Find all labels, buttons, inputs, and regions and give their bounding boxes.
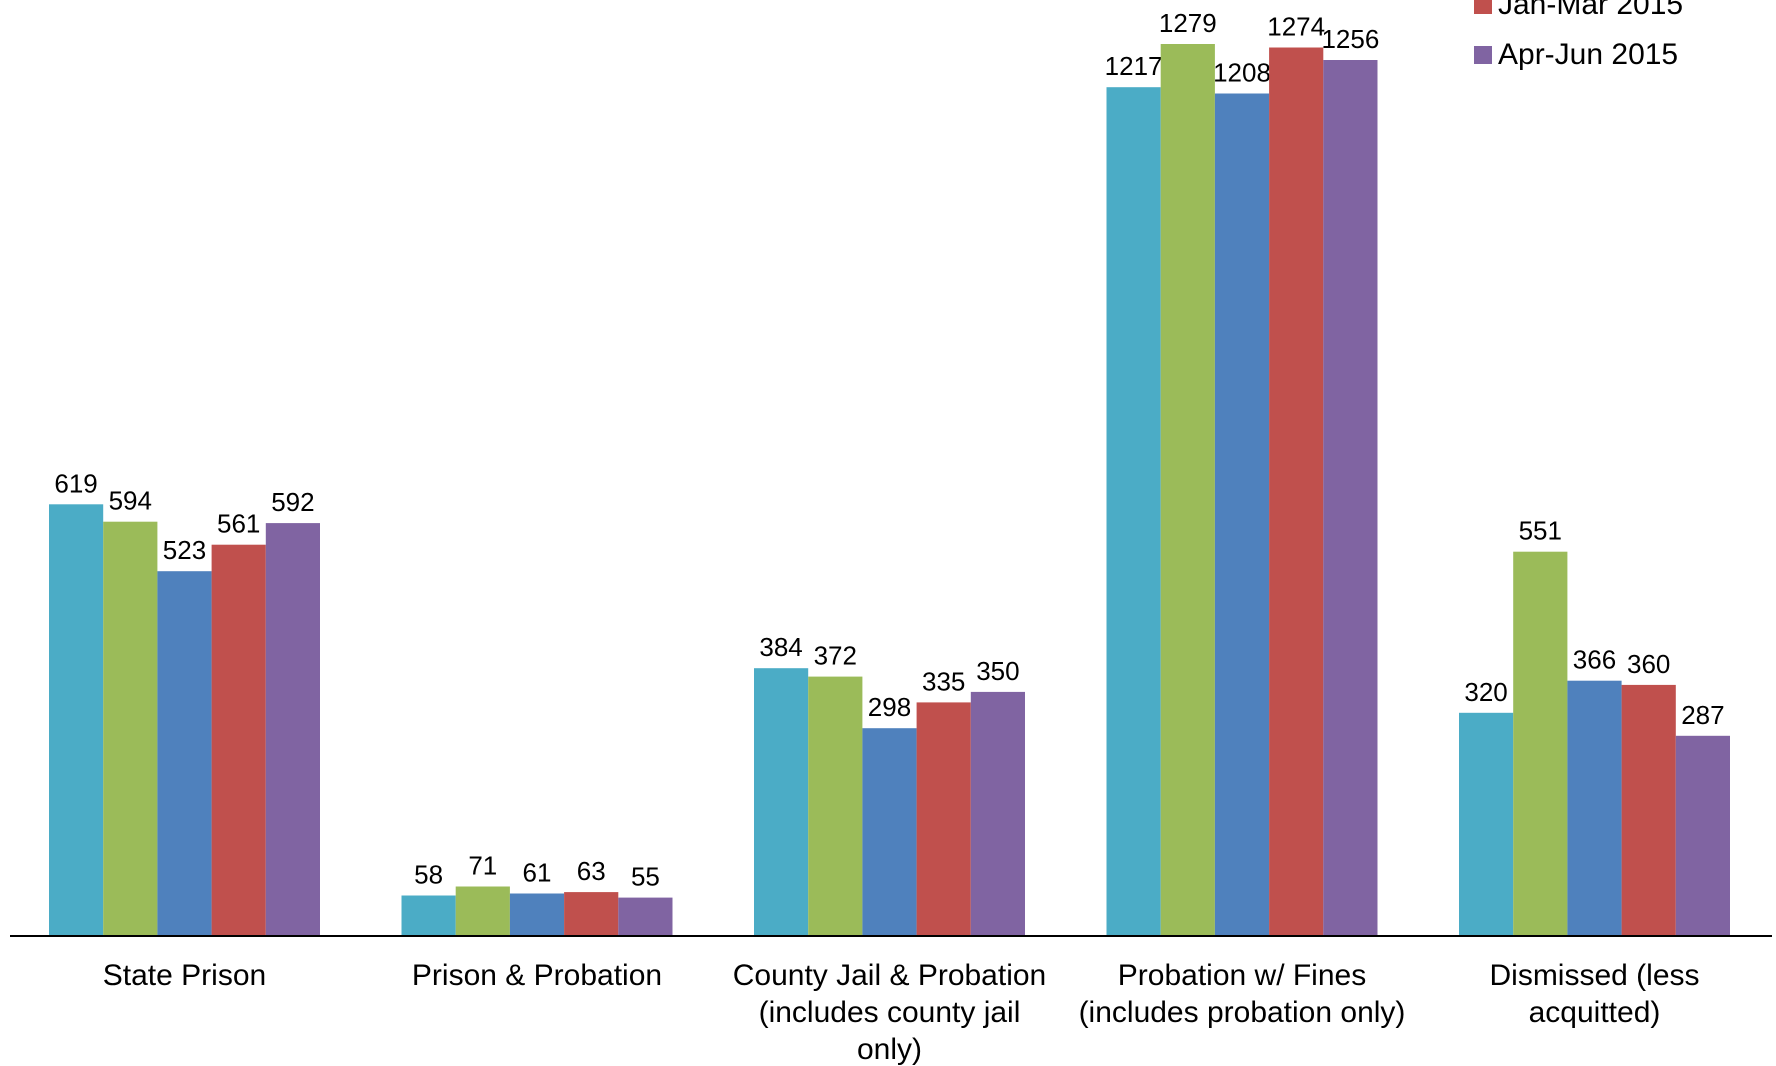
bar-s4-c2 [970, 691, 1025, 936]
data-label-s1-c1: 71 [468, 851, 497, 881]
bar-s2-c4 [1567, 680, 1622, 936]
bar-s2-c3 [1214, 93, 1270, 936]
data-label-s4-c3: 1256 [1321, 24, 1379, 54]
data-label-s3-c1: 63 [577, 856, 606, 886]
bar-s0-c2 [754, 668, 809, 936]
data-label-s2-c2: 298 [868, 692, 911, 722]
data-label-s1-c2: 372 [814, 641, 857, 671]
data-label-s2-c0: 523 [163, 535, 206, 565]
category-label-0: State Prison [103, 959, 266, 992]
data-label-s3-c4: 360 [1627, 649, 1670, 679]
data-label-s1-c0: 594 [109, 486, 152, 516]
data-label-s4-c4: 287 [1681, 700, 1724, 730]
bar-s1-c4 [1513, 551, 1568, 936]
data-label-s0-c0: 619 [54, 468, 97, 498]
data-label-s3-c3: 1274 [1267, 12, 1325, 42]
legend-swatch-0 [1474, 0, 1492, 14]
data-label-s1-c4: 551 [1519, 516, 1562, 546]
data-label-s4-c0: 592 [271, 487, 314, 517]
category-label-1: Prison & Probation [412, 959, 662, 992]
data-label-s3-c2: 335 [922, 666, 965, 696]
data-label-s4-c1: 55 [631, 862, 660, 892]
bar-s3-c0 [211, 544, 266, 936]
legend-swatch-1 [1474, 46, 1492, 64]
category-label-3: Probation w/ Fines (includes probation on… [1079, 959, 1406, 1029]
data-label-s0-c1: 58 [414, 860, 443, 890]
bar-s0-c1 [401, 895, 456, 936]
data-label-s3-c0: 561 [217, 509, 260, 539]
bar-s1-c0 [103, 521, 158, 936]
category-label-2: County Jail & Probation (includes county … [733, 959, 1047, 1066]
bar-s3-c3 [1269, 47, 1324, 936]
bar-s1-c2 [808, 676, 863, 936]
bar-s2-c0 [157, 571, 212, 936]
bar-s0-c4 [1459, 712, 1514, 936]
bar-s0-c3 [1106, 87, 1161, 936]
data-label-s4-c2: 350 [976, 656, 1019, 686]
bar-s3-c1 [564, 892, 619, 936]
bar-s3-c4 [1621, 684, 1676, 936]
legend-label-0: Jan-Mar 2015 [1498, 0, 1683, 21]
data-label-s2-c1: 61 [523, 858, 552, 888]
bar-s4-c1 [618, 897, 673, 936]
legend-label-1: Apr-Jun 2015 [1498, 38, 1678, 71]
data-label-s2-c3: 1208 [1213, 58, 1271, 88]
data-label-s1-c3: 1279 [1159, 8, 1217, 38]
data-label-s0-c2: 384 [759, 632, 802, 662]
data-label-s0-c3: 1217 [1105, 51, 1163, 81]
bar-s4-c4 [1675, 735, 1730, 936]
bar-s2-c2 [862, 728, 917, 936]
data-label-s2-c4: 366 [1573, 645, 1616, 675]
bar-s4-c0 [265, 523, 320, 936]
category-label-4: Dismissed (less acquitted) [1489, 959, 1699, 1029]
bar-s3-c2 [916, 702, 971, 936]
bar-s0-c0 [49, 504, 104, 936]
bar-s1-c3 [1160, 44, 1215, 936]
bar-s4-c3 [1323, 60, 1378, 936]
bar-s1-c1 [455, 886, 510, 936]
bar-s2-c1 [509, 893, 565, 936]
data-label-s0-c4: 320 [1464, 677, 1507, 707]
